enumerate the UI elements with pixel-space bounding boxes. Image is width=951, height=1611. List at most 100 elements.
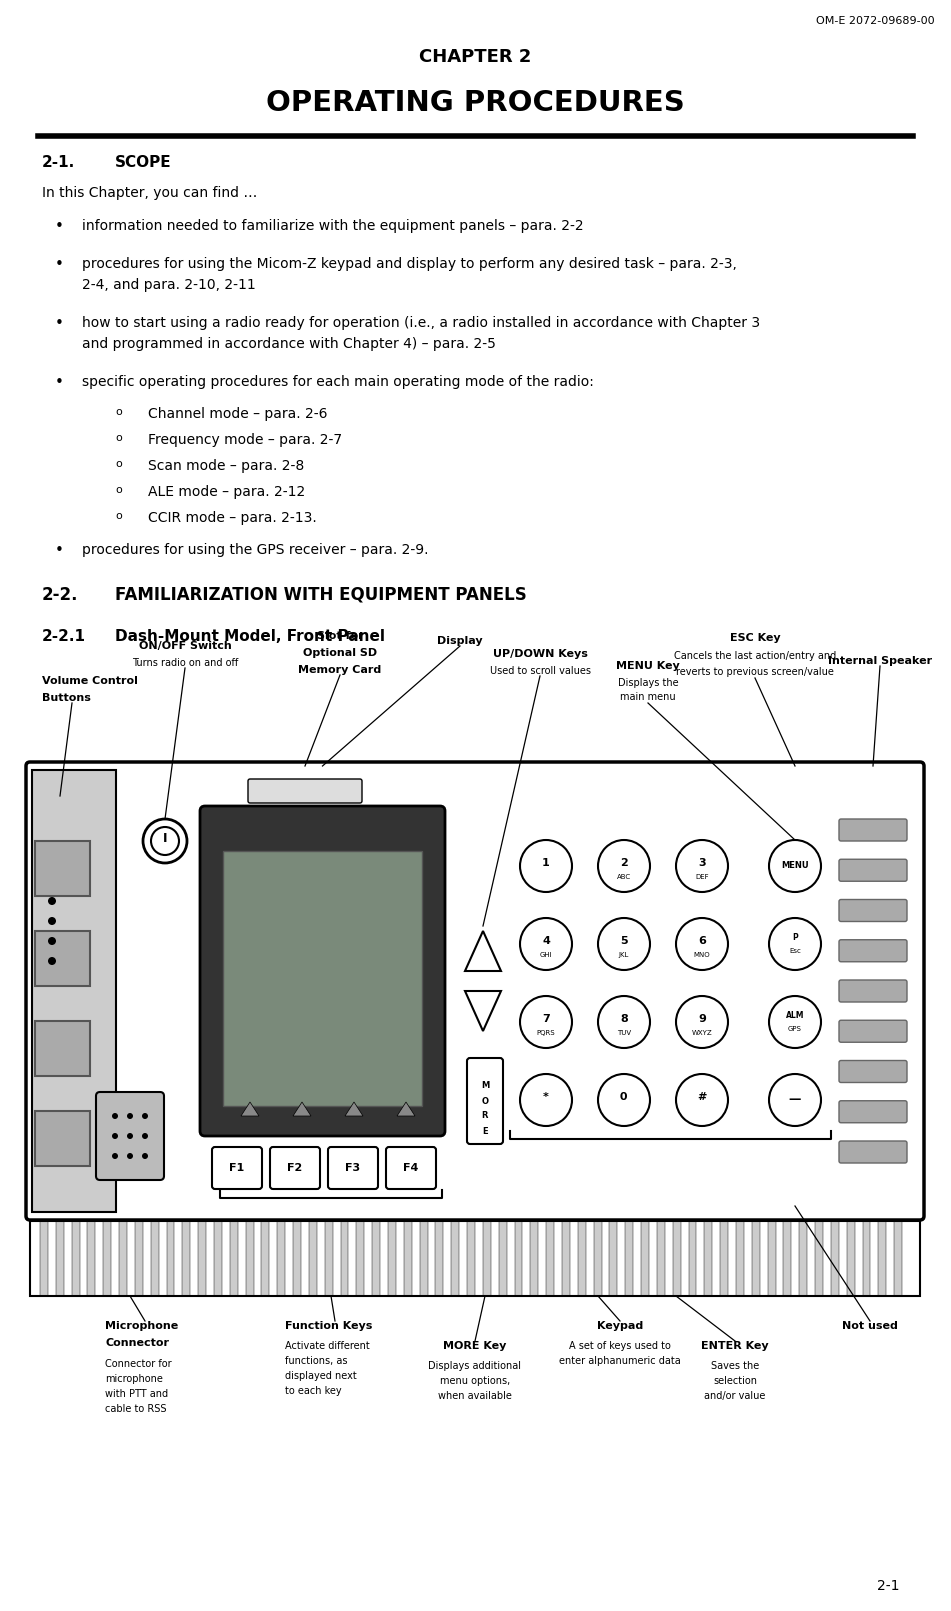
Text: 2-2.: 2-2. [42, 586, 79, 604]
Text: ALM: ALM [786, 1010, 805, 1020]
Bar [689, 1221, 696, 1295]
Text: specific operating procedures for each main operating mode of the radio:: specific operating procedures for each m… [82, 375, 593, 388]
Bar [40, 1221, 48, 1295]
Bar [531, 1221, 538, 1295]
Text: O: O [481, 1097, 489, 1105]
Bar [56, 1221, 64, 1295]
Bar [436, 1221, 443, 1295]
Text: ABC: ABC [617, 875, 631, 880]
Circle shape [48, 957, 56, 965]
Bar [578, 1221, 586, 1295]
Text: PQRS: PQRS [536, 1029, 555, 1036]
Bar [546, 1221, 554, 1295]
Text: Not used: Not used [842, 1321, 898, 1331]
Text: ON/OFF Switch: ON/OFF Switch [139, 641, 231, 651]
Text: 0: 0 [616, 1092, 631, 1102]
Bar [104, 1221, 111, 1295]
Bar [483, 1221, 491, 1295]
Text: Buttons: Buttons [42, 693, 91, 702]
Text: Keypad: Keypad [597, 1321, 643, 1331]
Circle shape [520, 1075, 572, 1126]
Text: reverts to previous screen/value: reverts to previous screen/value [676, 667, 834, 677]
Text: F4: F4 [403, 1163, 418, 1173]
Bar [498, 1221, 507, 1295]
FancyBboxPatch shape [248, 780, 362, 802]
Bar [372, 1221, 380, 1295]
Text: functions, as: functions, as [285, 1356, 347, 1366]
Circle shape [598, 996, 650, 1049]
Text: TUV: TUV [617, 1029, 631, 1036]
Circle shape [112, 1133, 118, 1139]
Text: *: * [543, 1092, 549, 1102]
Text: 6: 6 [698, 936, 706, 946]
Circle shape [520, 918, 572, 970]
Text: o: o [115, 485, 122, 495]
Text: microphone: microphone [105, 1374, 163, 1384]
FancyBboxPatch shape [839, 1020, 907, 1042]
Bar [514, 1221, 522, 1295]
Text: menu options,: menu options, [440, 1376, 510, 1385]
Text: 5: 5 [620, 936, 628, 946]
Bar [135, 1221, 143, 1295]
Bar [625, 1221, 633, 1295]
Circle shape [127, 1113, 133, 1120]
Circle shape [598, 839, 650, 892]
Text: MORE Key: MORE Key [443, 1340, 507, 1352]
FancyBboxPatch shape [200, 806, 445, 1136]
Polygon shape [397, 1102, 415, 1116]
Bar [357, 1221, 364, 1295]
FancyBboxPatch shape [96, 1092, 164, 1179]
Text: procedures for using the Micom-Z keypad and display to perform any desired task : procedures for using the Micom-Z keypad … [82, 258, 737, 271]
Bar [35, 1112, 90, 1166]
FancyBboxPatch shape [839, 859, 907, 881]
Circle shape [48, 938, 56, 946]
FancyBboxPatch shape [839, 1060, 907, 1083]
Bar [214, 1221, 222, 1295]
Text: Optional SD: Optional SD [303, 648, 377, 657]
Text: E: E [482, 1126, 488, 1136]
Text: o: o [115, 511, 122, 520]
Text: 8: 8 [620, 1013, 628, 1025]
Text: Memory Card: Memory Card [299, 665, 381, 675]
Bar [752, 1221, 760, 1295]
FancyBboxPatch shape [212, 1147, 262, 1189]
Circle shape [143, 818, 187, 863]
FancyBboxPatch shape [467, 1058, 503, 1144]
Bar [672, 1221, 681, 1295]
Circle shape [127, 1153, 133, 1158]
Circle shape [127, 1133, 133, 1139]
Text: o: o [115, 408, 122, 417]
Text: Microphone: Microphone [105, 1321, 178, 1331]
Text: A set of keys used to: A set of keys used to [569, 1340, 671, 1352]
Text: to each key: to each key [285, 1385, 341, 1397]
Text: Turns radio on and off: Turns radio on and off [132, 657, 238, 669]
Text: Activate different: Activate different [285, 1340, 370, 1352]
FancyBboxPatch shape [839, 1141, 907, 1163]
Bar [32, 770, 116, 1211]
Text: Volume Control: Volume Control [42, 677, 138, 686]
Bar [610, 1221, 617, 1295]
Text: •: • [55, 219, 64, 234]
Text: 2-4, and para. 2-10, 2-11: 2-4, and para. 2-10, 2-11 [82, 279, 256, 292]
Bar [736, 1221, 744, 1295]
Bar [784, 1221, 791, 1295]
Circle shape [520, 996, 572, 1049]
Bar [293, 1221, 301, 1295]
Text: Dash-Mount Model, Front Panel: Dash-Mount Model, Front Panel [115, 628, 385, 644]
Bar [223, 851, 422, 1107]
Text: procedures for using the GPS receiver – para. 2-9.: procedures for using the GPS receiver – … [82, 543, 429, 557]
Text: R: R [482, 1112, 488, 1121]
Bar [879, 1221, 886, 1295]
Polygon shape [465, 991, 501, 1031]
Text: cable to RSS: cable to RSS [105, 1405, 166, 1414]
Text: —: — [788, 1094, 801, 1107]
Text: M: M [481, 1081, 489, 1091]
Text: Esc: Esc [789, 947, 801, 954]
Text: OM-E 2072-09689-00: OM-E 2072-09689-00 [816, 16, 935, 26]
Circle shape [48, 917, 56, 925]
Text: Slot for: Slot for [317, 632, 363, 641]
Bar [404, 1221, 412, 1295]
Text: Scan mode – para. 2-8: Scan mode – para. 2-8 [148, 459, 304, 474]
Text: •: • [55, 375, 64, 390]
FancyBboxPatch shape [839, 899, 907, 921]
